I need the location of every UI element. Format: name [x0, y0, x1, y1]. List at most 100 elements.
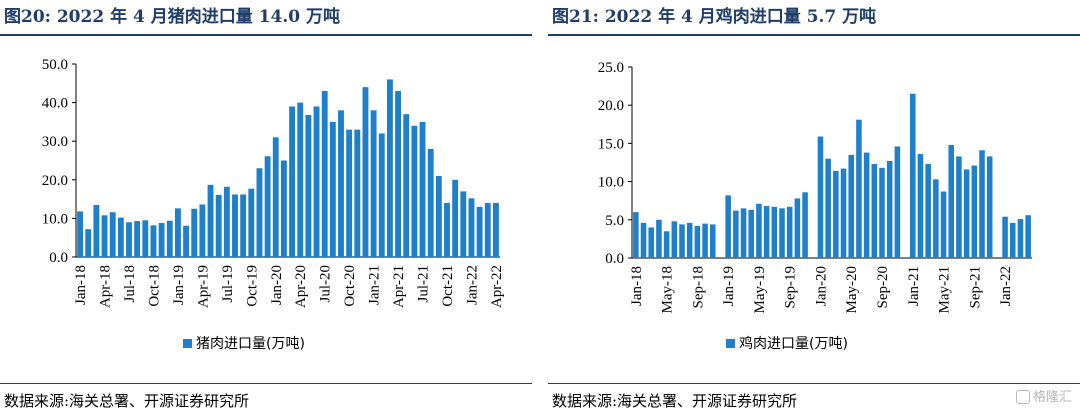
- bar-Jul-21: [956, 156, 962, 258]
- bar-Jul-20: [863, 152, 870, 258]
- chicken-title-rule: [548, 34, 1080, 36]
- bar-Oct-18: [150, 225, 157, 257]
- bar-Oct-20: [886, 160, 893, 258]
- y-tick-label: 40.0: [42, 96, 68, 112]
- bar-Jul-21: [419, 121, 426, 258]
- bar-Mar-18: [648, 227, 654, 258]
- bar-Oct-20: [346, 129, 353, 257]
- x-tick-label: Jan-22: [998, 266, 1014, 306]
- bar-Feb-22: [1010, 222, 1016, 258]
- y-tick-label: 25.0: [598, 60, 624, 76]
- bar-Jun-20: [856, 119, 862, 258]
- bar-Apr-20: [297, 102, 304, 257]
- y-tick-label: 10.0: [598, 175, 624, 191]
- bar-Feb-19: [733, 210, 739, 258]
- bar-Jan-20: [272, 137, 279, 257]
- bar-May-18: [109, 212, 116, 257]
- x-tick-label: Oct-21: [440, 265, 456, 307]
- bar-Jan-21: [910, 93, 916, 258]
- bar-Oct-21: [979, 150, 985, 258]
- x-tick-label: Apr-18: [98, 265, 114, 308]
- x-tick-label: Sep-21: [967, 266, 983, 309]
- bar-Nov-21: [986, 156, 993, 258]
- x-tick-label: Oct-19: [244, 265, 260, 307]
- bar-Jun-20: [313, 106, 320, 258]
- bar-Jun-19: [215, 194, 222, 257]
- y-tick-label: 20.0: [598, 98, 624, 114]
- bar-Nov-18: [158, 223, 165, 257]
- bar-Mar-21: [386, 79, 393, 257]
- pork-import-chart: 0.0 10.0 20.0 30.0 40.0 50.0 Jan-18 Apr-18 Jul-1…: [42, 57, 505, 352]
- bar-Feb-20: [825, 158, 831, 258]
- pork-import-panel: 图20: 2022 年 4 月猪肉进口量 14.0 万吨 0.0 10.0 20.0…: [0, 0, 532, 416]
- bar-Jul-20: [321, 91, 328, 257]
- bar-Sep-20: [338, 110, 344, 257]
- bar-Mar-19: [191, 208, 198, 257]
- bar-Oct-18: [702, 223, 708, 258]
- bar-Apr-19: [199, 204, 206, 257]
- bar-Aug-21: [963, 169, 970, 258]
- bar-Aug-19: [232, 194, 238, 257]
- x-tick-label: Jan-19: [171, 265, 187, 305]
- y-tick-label: 5.0: [605, 213, 624, 229]
- bar-Apr-19: [748, 209, 754, 258]
- bar-Apr-18: [101, 215, 108, 257]
- x-tick-label: May-19: [752, 266, 768, 314]
- legend-swatch: [726, 339, 735, 348]
- bar-Oct-19: [794, 198, 801, 258]
- x-tick-label: Jul-20: [318, 265, 334, 303]
- bar-Apr-22: [492, 202, 499, 257]
- bar-Feb-20: [280, 160, 287, 257]
- bar-Mar-18: [93, 204, 100, 257]
- bar-Jun-21: [948, 144, 954, 258]
- bar-Mar-19: [740, 208, 747, 258]
- pork-data-source: 数据来源:海关总署、开源证券研究所: [4, 392, 250, 410]
- bar-Oct-19: [248, 188, 255, 257]
- bar-Apr-21: [395, 91, 402, 257]
- pork-source-rule: [0, 383, 532, 384]
- bar-Sep-20: [879, 167, 885, 258]
- bar-Aug-18: [686, 222, 693, 258]
- y-tick-label: 0.0: [605, 251, 624, 267]
- bar-Aug-19: [779, 208, 785, 258]
- bar-Jun-18: [117, 217, 124, 257]
- bar-May-19: [207, 184, 214, 257]
- bar-May-21: [403, 114, 410, 258]
- y-tick-label: 20.0: [42, 173, 68, 189]
- bar-Jun-19: [763, 206, 770, 258]
- x-tick-label: Jan-22: [464, 265, 480, 305]
- x-tick-label: Jan-21: [906, 266, 922, 306]
- bar-Jan-20: [817, 136, 824, 258]
- bar-Apr-21: [933, 179, 939, 258]
- bar-Nov-20: [894, 146, 901, 258]
- legend-label: 鸡肉进口量(万吨): [739, 335, 848, 352]
- y-tick-label: 50.0: [42, 57, 68, 73]
- x-tick-label: Apr-21: [391, 265, 407, 308]
- bar-Feb-21: [917, 154, 924, 258]
- x-tick-label: Jul-21: [416, 265, 432, 303]
- bar-Jun-21: [411, 125, 418, 257]
- bar-Feb-18: [85, 229, 92, 257]
- bar-Jan-21: [370, 110, 377, 257]
- bar-Nov-19: [256, 168, 263, 257]
- bar-Apr-18: [656, 219, 662, 258]
- watermark-logo-icon: [1015, 390, 1030, 404]
- bar-Feb-21: [378, 133, 385, 257]
- bar-Jan-18: [633, 212, 639, 258]
- bar-Mar-22: [484, 202, 491, 257]
- x-tick-label: May-18: [660, 266, 676, 314]
- watermark: 格隆汇: [1015, 386, 1072, 405]
- x-tick-label: May-20: [844, 266, 860, 314]
- bar-May-20: [848, 154, 854, 258]
- pork-title-rule: [0, 34, 532, 36]
- bar-Mar-20: [833, 170, 839, 258]
- watermark-text: 格隆汇: [1032, 390, 1072, 405]
- bar-Jan-19: [174, 208, 181, 257]
- chicken-source-rule: [548, 383, 1080, 384]
- bar-Dec-20: [362, 87, 369, 257]
- x-tick-label: Jan-19: [721, 266, 737, 306]
- legend-label: 猪肉进口量(万吨): [196, 336, 305, 352]
- bar-Sep-19: [240, 194, 247, 257]
- bar-Feb-22: [476, 206, 483, 257]
- y-tick-label: 10.0: [42, 211, 68, 227]
